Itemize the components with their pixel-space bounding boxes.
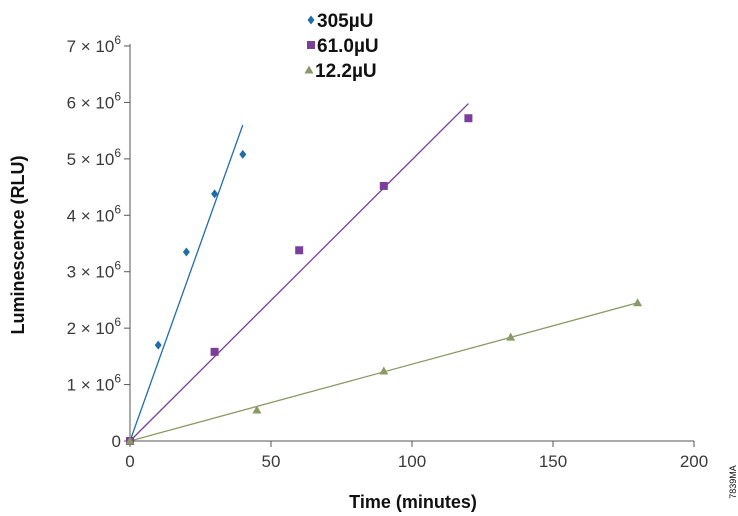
axes [129,44,694,442]
legend-label: 61.0µU [317,36,379,57]
figure-code: 7839MA [728,465,738,499]
data-point-diamond [182,247,190,257]
data-point-square [295,246,304,255]
y-tick-label: 4 × 106 [67,202,122,225]
fit-line-diamond [129,124,244,442]
x-tick-label: 150 [539,452,567,471]
y-tick-label: 6 × 106 [67,89,122,112]
x-tick-label: 0 [125,452,134,471]
fit-lines [129,103,638,442]
y-ticks: 0 1 × 106 2 × 106 3 × 106 4 × 106 5 × 106 6 × … [67,33,130,451]
y-tick-label: 1 × 106 [67,372,122,395]
legend-marker-square [307,41,315,49]
data-point-diamond [211,189,219,199]
x-axis-title: Time (minutes) [349,492,477,512]
fit-line-square [129,103,469,442]
data-point-square [464,114,473,123]
legend-label: 12.2µU [315,61,377,82]
legend: 305µU 61.0µU 12.2µU [304,11,379,82]
data-point-triangle [125,436,135,445]
data-point-triangle [506,332,516,341]
data-point-diamond [154,340,162,350]
y-tick-label: 0 [112,432,121,451]
y-tick-label: 7 × 106 [67,33,122,56]
x-tick-label: 100 [398,452,426,471]
data-point-square [210,347,219,356]
y-axis-title: Luminescence (RLU) [8,155,28,334]
x-tick-label: 50 [262,452,281,471]
legend-marker-triangle [304,65,314,74]
y-tick-label: 2 × 106 [67,315,122,338]
data-point-diamond [239,149,247,159]
data-point-triangle [252,405,262,414]
x-ticks: 0 50 100 150 200 [125,441,708,471]
y-tick-label: 3 × 106 [67,259,122,282]
data-point-triangle [379,366,389,375]
data-points [125,114,643,446]
x-tick-label: 200 [680,452,708,471]
legend-marker-diamond [307,15,315,25]
legend-label: 305µU [317,11,373,32]
data-point-triangle [633,298,643,307]
y-tick-label: 5 × 106 [67,146,122,169]
data-point-square [379,181,388,190]
